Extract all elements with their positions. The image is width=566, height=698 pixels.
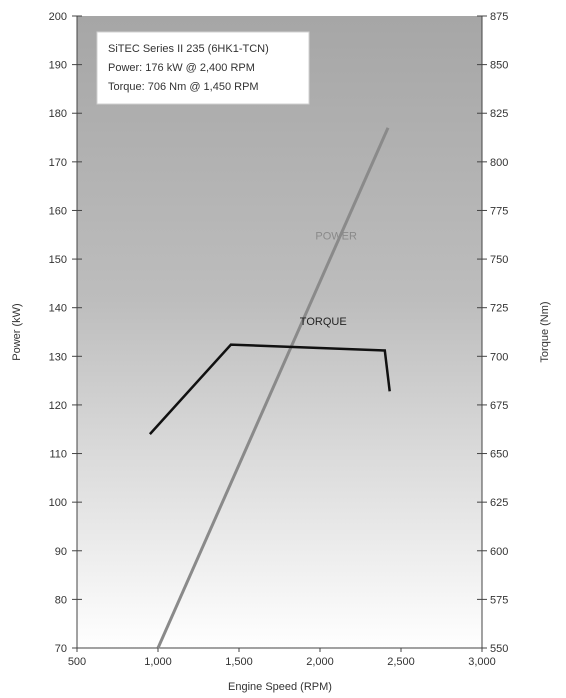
y-left-tick-label: 70 [55,643,67,655]
y-left-tick-label: 150 [49,254,67,266]
power-series-line [156,127,390,649]
y-right-tick-label: 600 [490,546,508,558]
y-right-tick-label: 550 [490,643,508,655]
y-left-tick-label: 90 [55,546,67,558]
x-tick-label: 2,500 [387,656,415,668]
y-right-tick-label: 675 [490,400,508,412]
y-right-tick-label: 625 [490,497,508,509]
y-left-tick-label: 110 [49,449,67,461]
x-tick-label: 1,500 [225,656,253,668]
y-left-tick-label: 200 [49,11,67,23]
y-left-tick-label: 130 [49,351,67,363]
info-box-line: Torque: 706 Nm @ 1,450 RPM [108,81,259,93]
y-right-tick-label: 875 [490,11,508,23]
y-right-tick-label: 750 [490,254,508,266]
y-left-tick-label: 100 [49,497,67,509]
y-left-tick-label: 180 [49,108,67,120]
y-right-tick-label: 800 [490,157,508,169]
y-right-tick-label: 775 [490,205,508,217]
torque-series-label: TORQUE [300,316,347,328]
x-tick-label: 1,000 [144,656,172,668]
y-left-tick-label: 160 [49,205,67,217]
x-tick-label: 3,000 [468,656,496,668]
plot-background [77,16,482,648]
y-right-tick-label: 700 [490,351,508,363]
torque-series-line [148,343,391,435]
x-tick-label: 500 [68,656,86,668]
info-box-line: SiTEC Series II 235 (6HK1-TCN) [108,43,269,55]
x-axis-title: Engine Speed (RPM) [228,681,332,693]
y-right-tick-label: 825 [490,108,508,120]
info-box [96,31,310,105]
y-left-tick-label: 170 [49,157,67,169]
y-right-tick-label: 575 [490,594,508,606]
power-series-label: POWER [315,231,357,243]
y-right-tick-label: 650 [490,449,508,461]
x-tick-label: 2,000 [306,656,334,668]
y-axis-left-title: Power (kW) [11,303,23,360]
y-axis-right-title: Torque (Nm) [539,301,551,362]
y-left-tick-label: 120 [49,400,67,412]
info-box-line: Power: 176 kW @ 2,400 RPM [108,62,255,74]
y-left-tick-label: 80 [55,594,67,606]
y-right-tick-label: 850 [490,60,508,72]
y-left-tick-label: 190 [49,60,67,72]
y-right-tick-label: 725 [490,303,508,315]
y-left-tick-label: 140 [49,303,67,315]
